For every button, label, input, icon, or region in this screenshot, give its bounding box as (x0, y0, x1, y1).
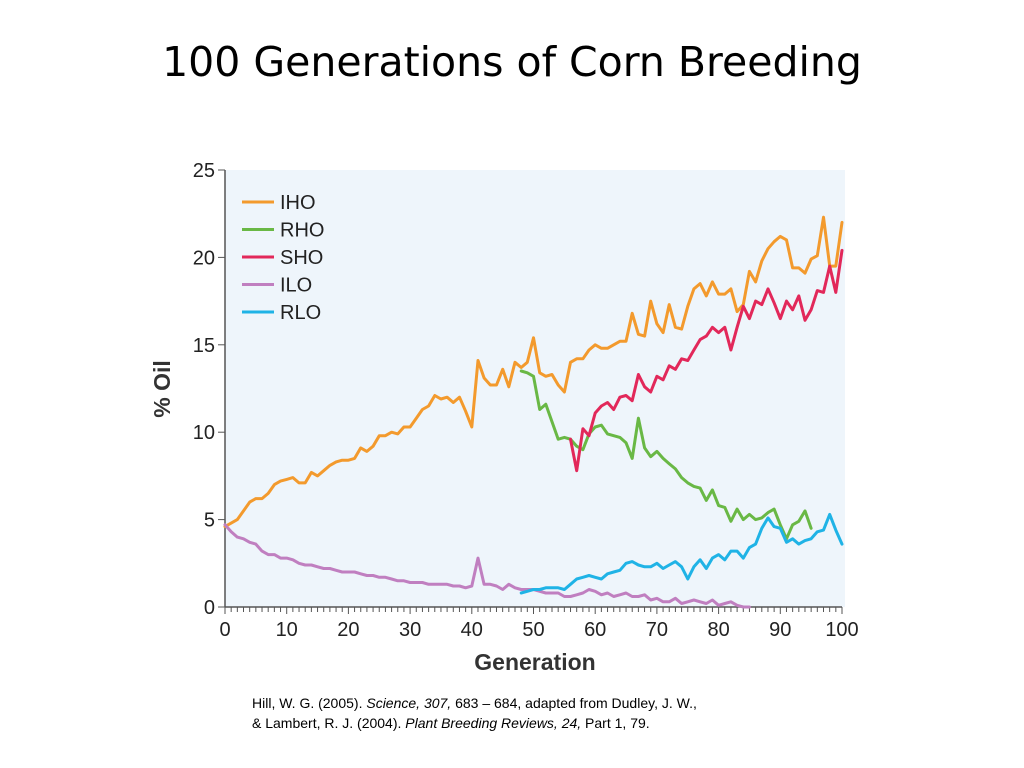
citation-author-2: & Lambert, R. J. (2004). (252, 715, 406, 731)
x-tick-label: 0 (219, 619, 230, 641)
x-tick-label: 40 (461, 619, 483, 641)
x-tick-label: 60 (584, 619, 606, 641)
x-tick-label: 100 (825, 619, 858, 641)
x-tick-label: 70 (646, 619, 668, 641)
legend-label-iho: IHO (280, 192, 316, 214)
citation-rest-2: Part 1, 79. (581, 715, 650, 731)
y-tick-label: 20 (193, 247, 215, 269)
citation-author-1: Hill, W. G. (2005). (252, 695, 367, 711)
x-tick-label: 80 (707, 619, 729, 641)
x-tick-label: 30 (399, 619, 421, 641)
series-line-rlo (519, 512, 844, 595)
x-tick-label: 90 (769, 619, 791, 641)
y-tick-label: 5 (204, 510, 215, 532)
x-tick-label: 20 (337, 619, 359, 641)
legend: IHO RHO SHO ILO RLO (242, 192, 324, 324)
citation-line-2: & Lambert, R. J. (2004). Plant Breeding … (252, 713, 812, 733)
legend-label-rho: RHO (280, 220, 324, 242)
slide-title: 100 Generations of Corn Breeding (162, 38, 862, 86)
y-tick-label: 25 (193, 160, 215, 182)
legend-label-rlo: RLO (280, 302, 321, 324)
tick-labels: 0 5 10 15 20 25 0 10 20 30 40 50 60 70 80 90 100 (193, 160, 859, 641)
y-tick-label: 0 (204, 597, 215, 619)
citation-journal-2: Plant Breeding Reviews, 24, (405, 715, 582, 731)
citation-journal-1: Science, 307, (366, 695, 452, 711)
y-tick-label: 15 (193, 335, 215, 357)
series-line-ilo (223, 523, 751, 609)
x-axis-title: Generation (474, 649, 595, 675)
citation: Hill, W. G. (2005). Science, 307, 683 – … (252, 693, 812, 733)
series-line-iho (223, 215, 844, 529)
y-axis-title: % Oil (149, 360, 175, 418)
legend-label-sho: SHO (280, 247, 323, 269)
x-tick-label: 10 (276, 619, 298, 641)
legend-label-ilo: ILO (280, 275, 312, 297)
citation-rest-1: 683 – 684, adapted from Dudley, J. W., (451, 695, 697, 711)
x-tick-label: 50 (522, 619, 544, 641)
citation-line-1: Hill, W. G. (2005). Science, 307, 683 – … (252, 693, 812, 713)
series-line-sho (569, 248, 844, 473)
y-tick-label: 10 (193, 422, 215, 444)
series-layer (223, 215, 844, 609)
